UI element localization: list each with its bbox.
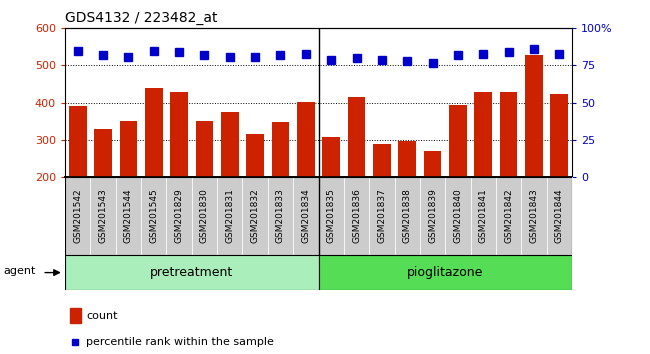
Text: GSM201840: GSM201840 xyxy=(454,189,462,243)
Text: pioglitazone: pioglitazone xyxy=(407,266,484,279)
Bar xyxy=(500,92,517,177)
Bar xyxy=(272,122,289,177)
Bar xyxy=(116,177,141,255)
Bar xyxy=(521,177,547,255)
Bar xyxy=(449,104,467,177)
Bar xyxy=(344,177,369,255)
Bar xyxy=(551,95,568,177)
Bar xyxy=(398,141,416,177)
Bar xyxy=(166,177,192,255)
Bar xyxy=(318,177,344,255)
Text: GSM201833: GSM201833 xyxy=(276,188,285,244)
Bar xyxy=(322,137,340,177)
Text: GSM201836: GSM201836 xyxy=(352,188,361,244)
Text: GSM201835: GSM201835 xyxy=(327,188,335,244)
Bar xyxy=(192,177,217,255)
Bar xyxy=(120,120,137,177)
Text: GDS4132 / 223482_at: GDS4132 / 223482_at xyxy=(65,11,218,25)
Text: GSM201830: GSM201830 xyxy=(200,188,209,244)
Text: pretreatment: pretreatment xyxy=(150,266,233,279)
Bar xyxy=(268,177,293,255)
Bar xyxy=(369,177,395,255)
Bar xyxy=(293,177,318,255)
Bar xyxy=(471,177,496,255)
Bar xyxy=(525,55,543,177)
Bar xyxy=(297,102,315,177)
Text: GSM201838: GSM201838 xyxy=(403,188,411,244)
Bar xyxy=(246,134,264,177)
Bar xyxy=(90,177,116,255)
Bar xyxy=(65,177,90,255)
Text: GSM201543: GSM201543 xyxy=(99,189,107,243)
Text: count: count xyxy=(86,311,118,321)
Text: GSM201842: GSM201842 xyxy=(504,189,513,243)
Text: agent: agent xyxy=(3,266,36,276)
Bar xyxy=(196,120,213,177)
Bar xyxy=(348,97,365,177)
Bar xyxy=(445,177,471,255)
Text: GSM201843: GSM201843 xyxy=(530,189,538,243)
Bar xyxy=(496,177,521,255)
Text: GSM201832: GSM201832 xyxy=(251,189,259,243)
Bar xyxy=(94,130,112,177)
Bar xyxy=(141,177,166,255)
Bar xyxy=(70,308,81,323)
Text: GSM201544: GSM201544 xyxy=(124,189,133,243)
Text: GSM201839: GSM201839 xyxy=(428,188,437,244)
Bar xyxy=(221,112,239,177)
Bar xyxy=(424,151,441,177)
Bar xyxy=(65,255,318,290)
Text: GSM201831: GSM201831 xyxy=(226,188,234,244)
Text: GSM201542: GSM201542 xyxy=(73,189,82,243)
Bar xyxy=(242,177,268,255)
Text: GSM201844: GSM201844 xyxy=(555,189,564,243)
Bar xyxy=(373,144,391,177)
Bar xyxy=(217,177,242,255)
Bar xyxy=(69,106,86,177)
Text: percentile rank within the sample: percentile rank within the sample xyxy=(86,337,274,347)
Bar xyxy=(170,92,188,177)
Bar xyxy=(318,255,572,290)
Text: GSM201841: GSM201841 xyxy=(479,189,488,243)
Text: GSM201829: GSM201829 xyxy=(175,189,183,243)
Text: GSM201837: GSM201837 xyxy=(378,188,386,244)
Bar xyxy=(547,177,572,255)
Bar xyxy=(474,92,492,177)
Text: GSM201834: GSM201834 xyxy=(302,189,310,243)
Text: GSM201545: GSM201545 xyxy=(150,189,158,243)
Bar xyxy=(420,177,445,255)
Bar xyxy=(145,88,162,177)
Bar xyxy=(395,177,420,255)
